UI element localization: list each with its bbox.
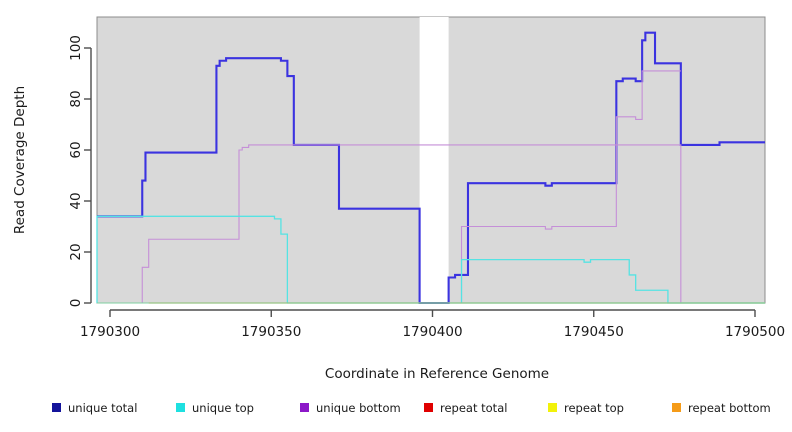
chart-legend: unique total unique top unique bottom repea… xyxy=(52,401,771,415)
y-tick-label: 40 xyxy=(68,192,84,209)
legend-label-unique-top: unique top xyxy=(192,401,254,415)
series-group xyxy=(96,31,765,305)
series-line-unique-top-right xyxy=(460,259,765,304)
y-axis: 0 20 40 60 80 100 xyxy=(68,35,92,307)
x-tick-label: 1790500 xyxy=(725,324,785,340)
x-tick-label: 1790300 xyxy=(80,324,140,340)
y-tick-label: 60 xyxy=(68,141,84,158)
y-tick-group: 0 20 40 60 80 100 xyxy=(68,35,91,307)
x-axis: 1790300 1790350 1790400 1790450 1790500 xyxy=(80,309,785,340)
legend-label-unique-total: unique total xyxy=(68,401,137,415)
legend-swatch-repeat-top xyxy=(548,403,557,412)
coverage-gap-region xyxy=(419,17,449,304)
legend-swatch-repeat-bottom xyxy=(672,403,681,412)
legend-swatch-unique-total xyxy=(52,403,61,412)
x-tick-label: 1790450 xyxy=(564,324,624,340)
series-line-unique-bottom xyxy=(97,144,765,304)
legend-label-repeat-bottom: repeat bottom xyxy=(688,401,771,415)
series-line-unique-bottom-lower xyxy=(448,70,681,304)
legend-label-repeat-total: repeat total xyxy=(440,401,507,415)
y-tick-label: 80 xyxy=(68,90,84,107)
y-tick-label: 0 xyxy=(68,299,84,308)
legend-swatch-unique-top xyxy=(176,403,185,412)
y-axis-title: Read Coverage Depth xyxy=(12,86,28,234)
legend-label-repeat-top: repeat top xyxy=(564,401,624,415)
series-line-unique-top xyxy=(96,215,765,304)
x-tick-group: 1790300 1790350 1790400 1790450 1790500 xyxy=(80,310,785,340)
x-axis-title: Coordinate in Reference Genome xyxy=(325,366,549,382)
y-tick-label: 20 xyxy=(68,243,84,260)
y-tick-label: 100 xyxy=(68,35,84,61)
series-line-unique-total xyxy=(97,31,765,305)
x-tick-label: 1790350 xyxy=(241,324,301,340)
legend-swatch-unique-bottom xyxy=(300,403,309,412)
legend-swatch-repeat-total xyxy=(424,403,433,412)
x-tick-label: 1790400 xyxy=(402,324,462,340)
legend-label-unique-bottom: unique bottom xyxy=(316,401,401,415)
